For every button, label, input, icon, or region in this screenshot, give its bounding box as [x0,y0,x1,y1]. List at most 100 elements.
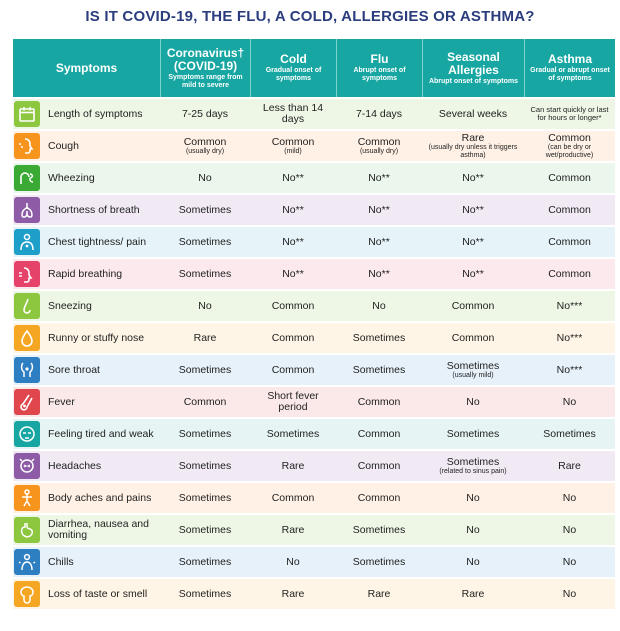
symptom-label: Body aches and pains [48,491,152,504]
cell-value: No** [368,235,390,248]
cell-covid: Sometimes [160,227,250,257]
header-covid-title: Coronavirus† (COVID-19) [166,45,245,73]
wheezing-icon [14,165,40,191]
symptom-wrap: Runny or stuffy nose [13,325,160,351]
symptom-wrap: Rapid breathing [13,261,160,287]
cell-note: (usually dry) [359,147,399,155]
cell-covid: Sometimes [160,515,250,545]
cell-cold: No [250,547,336,577]
table-row: Feeling tired and weak Sometimes Sometimes… [13,419,615,449]
symptom-label: Diarrhea, nausea and vomiting [48,518,149,541]
cell-value: Common [357,135,401,148]
cell-value: Common [357,459,401,472]
cough-icon [14,133,40,159]
cell-value: 7-25 days [181,107,229,120]
header-symptoms: Symptoms [13,39,160,97]
symptom-cell: Fever [13,387,160,417]
cell-value: No [562,523,577,536]
cell-covid: No [160,163,250,193]
cell-asthma: No [524,483,615,513]
cell-flu: Sometimes [336,547,422,577]
cell-covid: Sometimes [160,195,250,225]
chest-icon [14,229,40,255]
cell-allergies: No** [422,195,524,225]
symptom-cell: Sore throat [13,355,160,385]
header-allergies-title: Seasonal Allergies [447,49,500,77]
table-row: Diarrhea, nausea and vomiting Sometimes Ra… [13,515,615,545]
cell-value: No** [368,267,390,280]
header-cold-title: Cold [280,52,307,66]
stomach-icon [14,517,40,543]
cell-value: Common [271,491,315,504]
symptom-label: Headaches [48,459,102,472]
cell-value: No** [462,235,484,248]
cell-value: Common [271,135,315,148]
cell-value: No [562,491,577,504]
cell-value: Sometimes [446,427,500,440]
header-asthma: Asthma Gradual or abrupt onset of symptom… [524,39,615,97]
tired-icon-svg [19,426,35,442]
symptom-wrap: Feeling tired and weak [13,421,160,447]
symptom-label: Loss of taste or smell [48,587,148,600]
symptom-label: Runny or stuffy nose [48,331,145,344]
cell-flu: Rare [336,579,422,609]
symptom-cell: Headaches [13,451,160,481]
drop-icon-svg [21,329,33,347]
cell-value: Sometimes [352,363,406,376]
cell-allergies: No** [422,227,524,257]
cell-value: No** [368,203,390,216]
cell-value: Common [357,491,401,504]
symptom-label: Sneezing [48,299,92,312]
symptom-wrap: Shortness of breath [13,197,160,223]
symptom-wrap: Fever [13,389,160,415]
table-row: Fever Common Short fever period Common No No [13,387,615,417]
symptom-wrap: Cough [13,133,160,159]
cell-value: Sometimes [178,587,232,600]
cell-value: Common [548,235,591,248]
cell-cold: Rare [250,579,336,609]
cell-flu: Sometimes [336,515,422,545]
cell-allergies: Several weeks [422,99,524,129]
cell-asthma: Common (can be dry or wet/productive) [524,131,615,161]
symptom-cell: Diarrhea, nausea and vomiting [13,515,160,545]
cell-value: No [562,555,577,568]
cell-value: Common [183,135,227,148]
headache-icon [14,453,40,479]
cell-value: Sometimes [446,455,500,468]
table-row: Headaches Sometimes Rare Common Sometimes (re… [13,451,615,481]
symptom-wrap: Loss of taste or smell [13,581,160,607]
cell-allergies: No [422,547,524,577]
header-flu: Flu Abrupt onset of symptoms [336,39,422,97]
lungs-icon-svg [21,203,33,218]
cell-value: Sometimes [178,363,232,376]
symptom-cell: Chills [13,547,160,577]
cell-asthma: No*** [524,291,615,321]
cell-value: No** [462,267,484,280]
body-aches-icon-svg [22,489,32,507]
symptom-wrap: Wheezing [13,165,160,191]
cell-value: Common [271,299,315,312]
cell-allergies: No [422,483,524,513]
cell-flu: No** [336,195,422,225]
symptom-cell: Rapid breathing [13,259,160,289]
header-asthma-title: Asthma [547,52,592,66]
calendar-icon [14,101,40,127]
cell-asthma: Common [524,163,615,193]
cell-asthma: No*** [524,323,615,353]
cell-cold: No** [250,227,336,257]
cell-allergies: Rare (usually dry unless it triggers asth… [422,131,524,161]
cell-allergies: No [422,515,524,545]
symptom-wrap: Chest tightness/ pain [13,229,160,255]
cell-value: No [466,395,480,408]
symptom-label: Length of symptoms [48,107,143,120]
cell-value: No [198,299,212,312]
cell-allergies: Common [422,291,524,321]
cell-flu: Common (usually dry) [336,131,422,161]
body-aches-icon [14,485,40,511]
cell-value: Rare [281,523,305,536]
table-row: Cough Common (usually dry) Common (mild) Comm… [13,131,615,161]
cell-covid: Sometimes [160,483,250,513]
table-row: Chills Sometimes No Sometimes No No [13,547,615,577]
cell-value: Can start quickly or last for hours or l… [530,104,609,122]
symptom-comparison-table: Symptoms Coronavirus† (COVID-19) Symptoms… [13,37,615,611]
